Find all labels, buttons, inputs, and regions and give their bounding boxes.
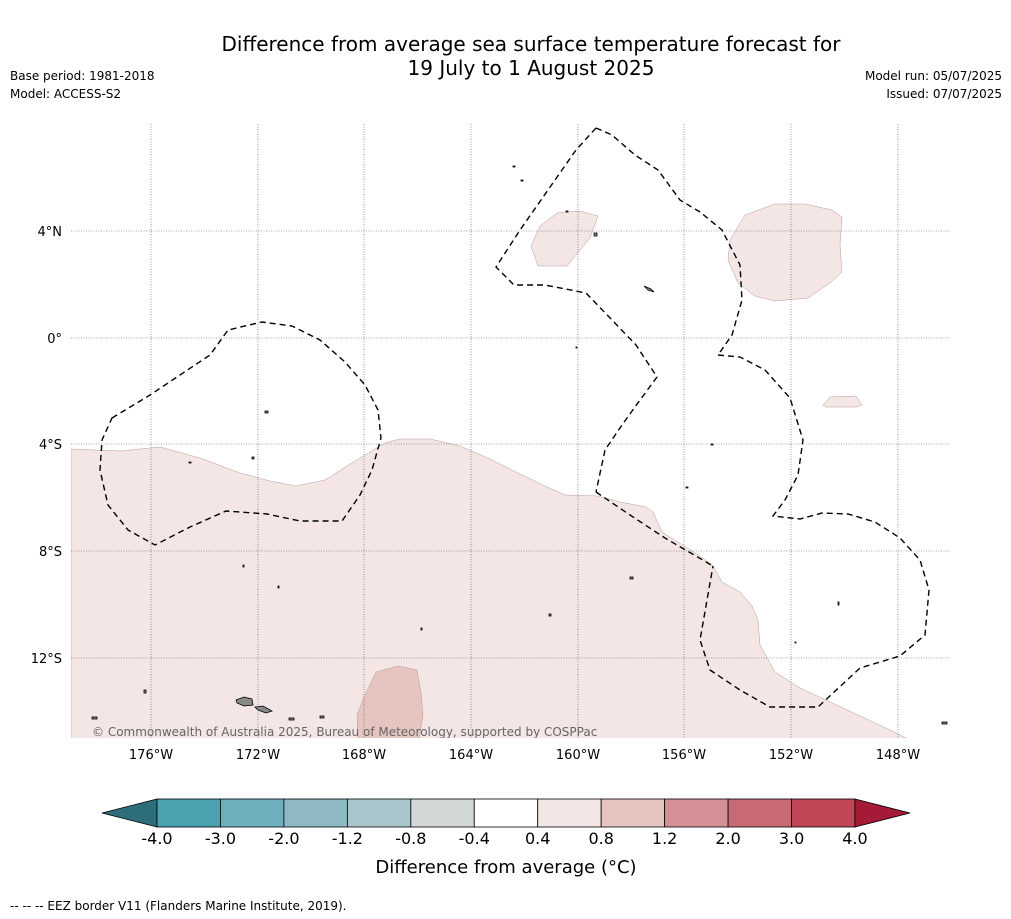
colorbar-segment xyxy=(410,798,475,828)
colorbar-segment xyxy=(791,798,856,828)
lat-label: 4°N xyxy=(38,225,63,240)
eez-border-kiribati-phoenix xyxy=(99,321,382,546)
island-dot xyxy=(629,576,634,580)
map-panel: © Commonwealth of Australia 2025, Bureau… xyxy=(71,124,950,739)
title-line-1: Difference from average sea surface temp… xyxy=(221,32,841,56)
colorbar-tick-label: -2.0 xyxy=(268,829,299,848)
model-name: Model: ACCESS-S2 xyxy=(10,87,122,101)
lat-label: 8°S xyxy=(39,545,62,560)
colorbar-segment xyxy=(600,798,666,828)
eez-border-kiribati-line-east xyxy=(699,354,930,708)
eez-border-kiribati-line-north xyxy=(595,127,743,356)
island-dot xyxy=(251,456,255,460)
lon-label: 148°W xyxy=(876,748,920,763)
lon-label: 168°W xyxy=(342,748,386,763)
colorbar: -4.0 -3.0 -2.0 -1.2 -0.8 -0.4 0.4 0.8 1.2 2.0 3.0 4… xyxy=(101,798,911,878)
colorbar-segment xyxy=(156,798,221,828)
colorbar-segment xyxy=(727,798,792,828)
lat-label: 0° xyxy=(47,332,62,347)
eez-footnote: -- -- -- EEZ border V11 (Flanders Marine… xyxy=(10,899,347,913)
colorbar-segment xyxy=(220,798,285,828)
colorbar-tick-label: 4.0 xyxy=(842,829,867,848)
island-dot xyxy=(264,410,269,414)
meta-left: Base period: 1981-2018 Model: ACCESS-S2 xyxy=(10,67,155,103)
colorbar-tick-label: -4.0 xyxy=(141,829,172,848)
island-dot xyxy=(520,179,524,182)
island-dot xyxy=(575,346,578,349)
island-dot xyxy=(512,165,516,168)
lon-label: 152°W xyxy=(769,748,813,763)
island-dot xyxy=(565,210,569,213)
model-run: Model run: 05/07/2025 xyxy=(864,69,1002,83)
lon-label: 172°W xyxy=(236,748,280,763)
anomaly-region-warm-patch xyxy=(356,665,424,738)
island-dot xyxy=(188,461,192,464)
colorbar-tick-label: 0.8 xyxy=(588,829,613,848)
anomaly-region-north-3 xyxy=(822,395,863,408)
island-dot xyxy=(420,627,423,631)
colorbar-tick-label: 1.2 xyxy=(652,829,677,848)
island-dot xyxy=(143,689,147,694)
island-dot xyxy=(837,601,840,606)
colorbar-extend-low xyxy=(101,798,158,828)
lon-label: 160°W xyxy=(556,748,600,763)
colorbar-segment xyxy=(664,798,729,828)
island-dot xyxy=(941,721,948,725)
lat-labels: 4°N 0° 4°S 8°S 12°S xyxy=(31,225,62,667)
base-period: Base period: 1981-2018 xyxy=(10,69,155,83)
lon-labels: 176°W 172°W 168°W 164°W 160°W 156°W 152°… xyxy=(129,748,920,763)
lat-label: 4°S xyxy=(39,438,62,453)
island-dot xyxy=(319,715,325,719)
colorbar-ticks: -4.0 -3.0 -2.0 -1.2 -0.8 -0.4 0.4 0.8 1.2 2.0 3.0 4… xyxy=(141,829,867,848)
colorbar-segment xyxy=(537,798,602,828)
colorbar-tick-label: -0.8 xyxy=(395,829,426,848)
anomaly-region-north-1 xyxy=(530,210,599,267)
anomaly-region-north-2 xyxy=(727,203,843,302)
copyright-notice: © Commonwealth of Australia 2025, Bureau… xyxy=(92,725,597,739)
anomaly-region-south xyxy=(71,438,907,738)
colorbar-tick-label: -3.0 xyxy=(205,829,236,848)
island-christmas xyxy=(643,285,655,293)
island-dot xyxy=(548,613,552,617)
lon-label: 164°W xyxy=(449,748,493,763)
colorbar-label: Difference from average (°C) xyxy=(375,857,636,878)
island-dot xyxy=(685,486,689,489)
island-dot xyxy=(593,232,598,237)
island-dot xyxy=(710,443,714,446)
island-dot xyxy=(91,716,98,720)
gridlines xyxy=(71,124,950,738)
map-title: Difference from average sea surface temp… xyxy=(200,32,862,80)
colorbar-tick-label: 2.0 xyxy=(715,829,740,848)
title-line-2: 19 July to 1 August 2025 xyxy=(407,56,655,80)
lon-label: 176°W xyxy=(129,748,173,763)
colorbar-segment xyxy=(473,798,539,828)
lon-label: 156°W xyxy=(662,748,706,763)
colorbar-tick-label: 0.4 xyxy=(525,829,550,848)
colorbar-segment xyxy=(346,798,412,828)
island-dot xyxy=(794,641,797,644)
island-dot xyxy=(242,564,245,568)
meta-right: Model run: 05/07/2025 Issued: 07/07/2025 xyxy=(865,67,1002,103)
colorbar-extend-high xyxy=(854,798,911,828)
colorbar-tick-label: -1.2 xyxy=(332,829,363,848)
islands xyxy=(91,165,948,725)
lat-label: 12°S xyxy=(31,652,62,667)
colorbar-segments xyxy=(156,798,856,828)
island-dot xyxy=(288,717,295,721)
colorbar-tick-label: -0.4 xyxy=(459,829,490,848)
issued-date: Issued: 07/07/2025 xyxy=(886,87,1002,101)
island-upolu xyxy=(254,705,273,714)
island-savaii xyxy=(235,696,254,707)
eez-border-kiribati-line-west xyxy=(495,127,658,493)
eez-border-cook-islands xyxy=(595,491,714,567)
eez-borders xyxy=(99,127,930,708)
colorbar-tick-label: 3.0 xyxy=(779,829,804,848)
colorbar-segment xyxy=(283,798,348,828)
island-dot xyxy=(277,585,280,589)
